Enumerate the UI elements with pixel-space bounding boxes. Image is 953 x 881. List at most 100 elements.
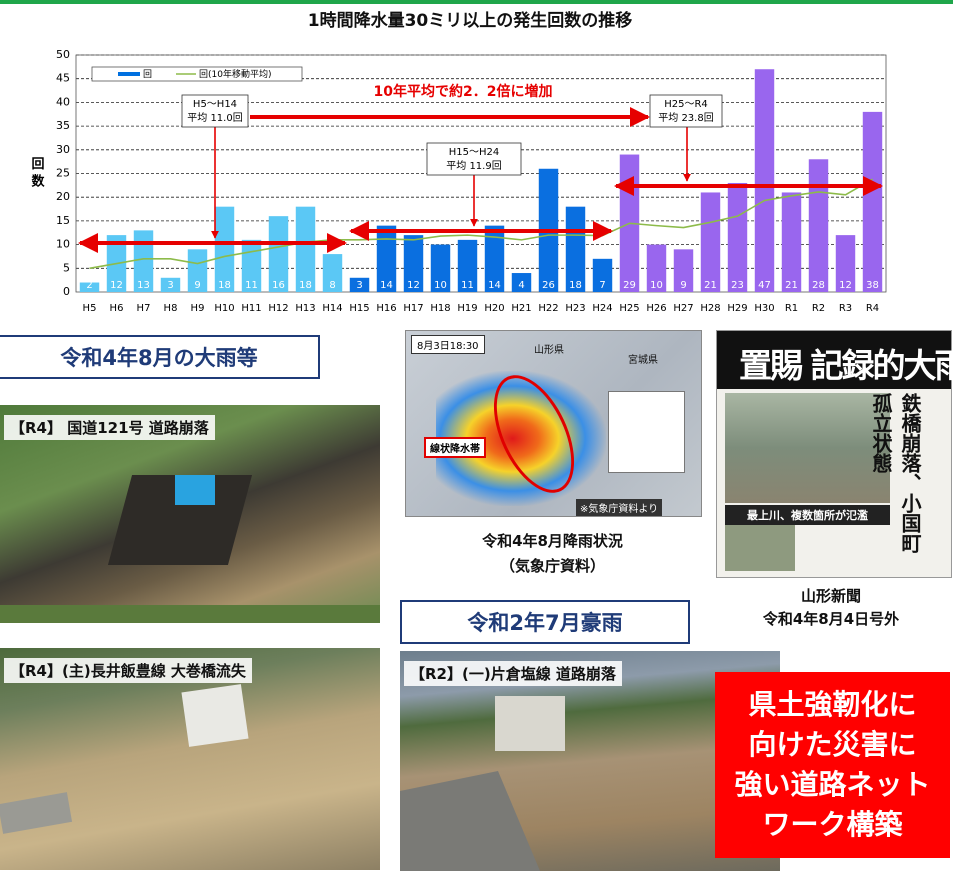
callout-line: 向けた災害に: [748, 728, 917, 761]
x-tick-label: H8: [164, 303, 178, 314]
x-tick-label: H16: [376, 303, 396, 314]
annotation-box: [649, 94, 723, 128]
news-photo-caption: 最上川、複数箇所が氾濫: [725, 505, 890, 525]
x-tick-label: H24: [592, 303, 612, 314]
value-label: 21: [704, 280, 717, 291]
map-label: 宮城県: [628, 355, 658, 366]
photo-caption: 【R4】 国道121号 道路崩落: [4, 415, 215, 440]
x-tick-label: H11: [241, 303, 261, 314]
callout-line: 県土強靭化に: [748, 688, 917, 721]
road: [400, 771, 540, 871]
callout-line: 強い道路ネット: [734, 768, 931, 801]
heading: 令和4年8月の大雨等: [0, 335, 320, 379]
y-tick-label: 20: [56, 190, 70, 203]
bar: [700, 192, 721, 292]
value-label: 29: [623, 280, 636, 291]
annotation-text: H15～H24: [449, 147, 500, 158]
increase-note: 10年平均で約2．2倍に増加: [374, 83, 553, 100]
photo: 【R4】(主)長井飯豊線 大巻橋流失: [0, 648, 380, 870]
x-tick-label: H22: [538, 303, 558, 314]
x-tick-label: H15: [349, 303, 369, 314]
caption: 令和4年8月降雨状況: [482, 532, 623, 550]
value-label: 12: [839, 280, 852, 291]
newspaper: 置賜 記録的大雨 鉄橋崩落、小国町孤立状態 最上川、複数箇所が氾濫: [716, 330, 953, 578]
bar: [754, 69, 775, 292]
callout-line: ワーク構築: [762, 808, 903, 841]
bar: [322, 254, 343, 292]
bar: [781, 192, 802, 292]
heading: 令和2年7月豪雨: [400, 600, 690, 644]
value-label: 28: [812, 280, 825, 291]
value-label: 7: [599, 280, 605, 291]
value-label: 2: [86, 280, 92, 291]
caption: 令和4年8月4日号外: [762, 610, 900, 628]
headline: 置賜 記録的大雨: [739, 346, 953, 385]
map-time: 8月3日18:30: [411, 335, 485, 354]
bar: [187, 249, 208, 292]
photo: 【R4】 国道121号 道路崩落: [0, 405, 380, 623]
x-tick-label: H21: [511, 303, 531, 314]
bar: [403, 235, 424, 292]
value-label: 3: [356, 280, 362, 291]
bar: [862, 111, 883, 292]
x-tick-label: R3: [839, 303, 852, 314]
value-label: 10: [650, 280, 663, 291]
x-tick-label: R2: [812, 303, 825, 314]
y-tick-label: 30: [56, 143, 70, 156]
value-label: 10: [434, 280, 447, 291]
x-tick-label: H25: [619, 303, 639, 314]
x-tick-label: R1: [785, 303, 798, 314]
x-tick-label: H30: [754, 303, 774, 314]
x-tick-label: R4: [866, 303, 879, 314]
bar: [79, 282, 100, 292]
x-tick-label: H6: [110, 303, 124, 314]
x-tick-label: H13: [295, 303, 315, 314]
value-label: 12: [407, 280, 420, 291]
bar: [349, 277, 370, 292]
x-tick-label: H29: [727, 303, 747, 314]
photo-caption: 【R2】(一)片倉塩線 道路崩落: [404, 661, 622, 686]
value-label: 11: [245, 280, 258, 291]
x-tick-label: H26: [646, 303, 666, 314]
x-tick-label: H27: [673, 303, 693, 314]
photo-caption: 【R4】(主)長井飯豊線 大巻橋流失: [4, 658, 252, 683]
side-headline: 鉄橋崩落、小国町孤立状態: [869, 393, 922, 553]
x-tick-label: H5: [83, 303, 97, 314]
news-photo: [725, 393, 890, 503]
value-label: 4: [518, 280, 524, 291]
y-tick-label: 15: [56, 214, 70, 227]
value-label: 26: [542, 280, 555, 291]
value-label: 18: [569, 280, 582, 291]
y-tick-label: 10: [56, 238, 70, 251]
bar: [376, 225, 397, 292]
value-label: 18: [218, 280, 231, 291]
value-label: 11: [461, 280, 474, 291]
value-label: 12: [110, 280, 123, 291]
annotation-text: H5～H14: [193, 99, 237, 110]
y-tick-label: 40: [56, 95, 70, 108]
rain-map: 8月3日18:30 山形県 宮城県 線状降水帯 ※気象庁資料より: [405, 330, 702, 517]
y-tick-label: 35: [56, 119, 70, 132]
x-tick-label: H20: [484, 303, 504, 314]
y-tick-label: 0: [63, 285, 70, 298]
annotation-box: [181, 94, 249, 128]
value-label: 9: [680, 280, 686, 291]
bridge: [0, 792, 73, 834]
bar: [511, 273, 532, 292]
legend-label: 回: [143, 69, 152, 80]
value-label: 21: [785, 280, 798, 291]
building: [181, 684, 249, 747]
annotation-text: 平均 11.0回: [187, 112, 242, 124]
value-label: 38: [866, 280, 879, 291]
top-bar: [0, 0, 953, 4]
y-tick-label: 25: [56, 167, 70, 180]
value-label: 9: [194, 280, 200, 291]
legend-label: 回(10年移動平均): [199, 68, 271, 80]
value-label: 13: [137, 280, 150, 291]
band-label: 線状降水帯: [424, 437, 486, 458]
x-tick-label: H7: [137, 303, 151, 314]
x-tick-label: H18: [430, 303, 450, 314]
trees: [0, 605, 380, 623]
value-label: 23: [731, 280, 744, 291]
